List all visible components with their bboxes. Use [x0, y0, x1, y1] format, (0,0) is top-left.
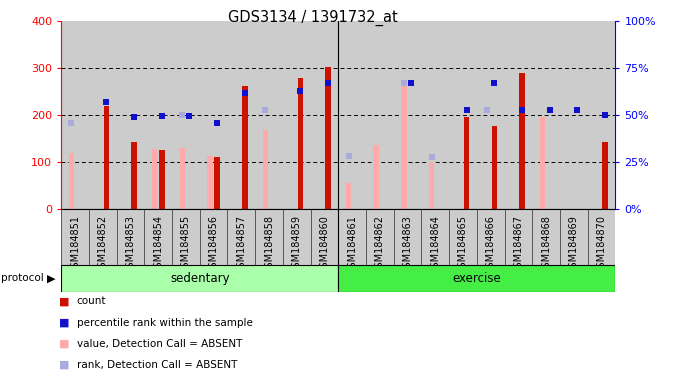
Bar	[103, 106, 109, 209]
Text: percentile rank within the sample: percentile rank within the sample	[77, 318, 253, 328]
Text: GSM184870: GSM184870	[596, 215, 607, 274]
Bar	[255, 21, 283, 209]
Bar	[117, 209, 144, 265]
Bar	[532, 209, 560, 265]
Bar	[298, 78, 303, 209]
Bar	[61, 21, 89, 209]
Bar	[325, 67, 330, 209]
Bar	[262, 130, 268, 209]
Bar	[200, 21, 227, 209]
Text: GSM184853: GSM184853	[126, 215, 135, 274]
Text: GSM184862: GSM184862	[375, 215, 385, 274]
Text: value, Detection Call = ABSENT: value, Detection Call = ABSENT	[77, 339, 242, 349]
Bar	[338, 209, 366, 265]
Bar	[449, 209, 477, 265]
Bar	[61, 209, 89, 265]
Bar	[588, 209, 615, 265]
Text: ■: ■	[59, 360, 70, 370]
Bar	[207, 156, 213, 209]
Text: ▶: ▶	[47, 273, 55, 283]
Text: ■: ■	[59, 318, 70, 328]
Text: ■: ■	[59, 296, 70, 306]
Bar	[366, 209, 394, 265]
Bar	[131, 142, 137, 209]
Text: exercise: exercise	[452, 272, 501, 285]
Bar	[373, 145, 379, 209]
Bar	[560, 209, 588, 265]
Bar	[227, 209, 255, 265]
Bar	[172, 209, 200, 265]
Bar	[311, 209, 338, 265]
Bar	[602, 142, 608, 209]
Bar	[338, 21, 366, 209]
Text: GSM184851: GSM184851	[70, 215, 80, 274]
Text: GSM184865: GSM184865	[458, 215, 468, 274]
Bar	[505, 21, 532, 209]
Text: sedentary: sedentary	[170, 272, 230, 285]
Text: GSM184864: GSM184864	[430, 215, 440, 274]
Bar	[338, 265, 615, 292]
Text: GSM184855: GSM184855	[181, 215, 191, 274]
Bar	[532, 21, 560, 209]
Bar	[144, 209, 172, 265]
Bar	[560, 21, 588, 209]
Text: GSM184859: GSM184859	[292, 215, 302, 274]
Text: protocol: protocol	[1, 273, 44, 283]
Bar	[505, 209, 532, 265]
Text: GDS3134 / 1391732_at: GDS3134 / 1391732_at	[228, 10, 398, 26]
Bar	[401, 82, 407, 209]
Bar	[422, 21, 449, 209]
Bar	[449, 21, 477, 209]
Bar	[69, 153, 74, 209]
Bar	[159, 150, 165, 209]
Text: GSM184868: GSM184868	[541, 215, 551, 274]
Bar	[492, 126, 497, 209]
Bar	[311, 21, 338, 209]
Text: rank, Detection Call = ABSENT: rank, Detection Call = ABSENT	[77, 360, 237, 370]
Bar	[588, 21, 615, 209]
Bar	[477, 21, 505, 209]
Bar	[346, 183, 352, 209]
Bar	[180, 148, 185, 209]
Bar	[422, 209, 449, 265]
Text: GSM184858: GSM184858	[264, 215, 274, 274]
Bar	[366, 21, 394, 209]
Bar	[394, 21, 422, 209]
Bar	[116, 21, 144, 209]
Bar	[477, 209, 505, 265]
Bar	[89, 21, 117, 209]
Bar	[214, 157, 220, 209]
Bar	[227, 21, 255, 209]
Text: GSM184854: GSM184854	[153, 215, 163, 274]
Text: GSM184857: GSM184857	[237, 215, 246, 274]
Bar	[520, 73, 525, 209]
Bar	[540, 117, 545, 209]
Text: GSM184856: GSM184856	[209, 215, 218, 274]
Bar	[255, 209, 283, 265]
Text: GSM184866: GSM184866	[486, 215, 496, 274]
Text: count: count	[77, 296, 106, 306]
Text: GSM184852: GSM184852	[98, 215, 107, 274]
Bar	[464, 117, 469, 209]
Bar	[89, 209, 117, 265]
Bar	[200, 209, 227, 265]
Bar	[172, 21, 200, 209]
Text: GSM184860: GSM184860	[320, 215, 329, 274]
Bar	[144, 21, 172, 209]
Text: GSM184861: GSM184861	[347, 215, 357, 274]
Bar	[394, 209, 422, 265]
Text: GSM184867: GSM184867	[513, 215, 524, 274]
Bar	[283, 209, 311, 265]
Text: GSM184863: GSM184863	[403, 215, 413, 274]
Bar	[242, 86, 248, 209]
Text: ■: ■	[59, 339, 70, 349]
Bar	[283, 21, 311, 209]
Bar	[152, 149, 157, 209]
Bar	[61, 265, 338, 292]
Bar	[429, 162, 435, 209]
Text: GSM184869: GSM184869	[569, 215, 579, 274]
